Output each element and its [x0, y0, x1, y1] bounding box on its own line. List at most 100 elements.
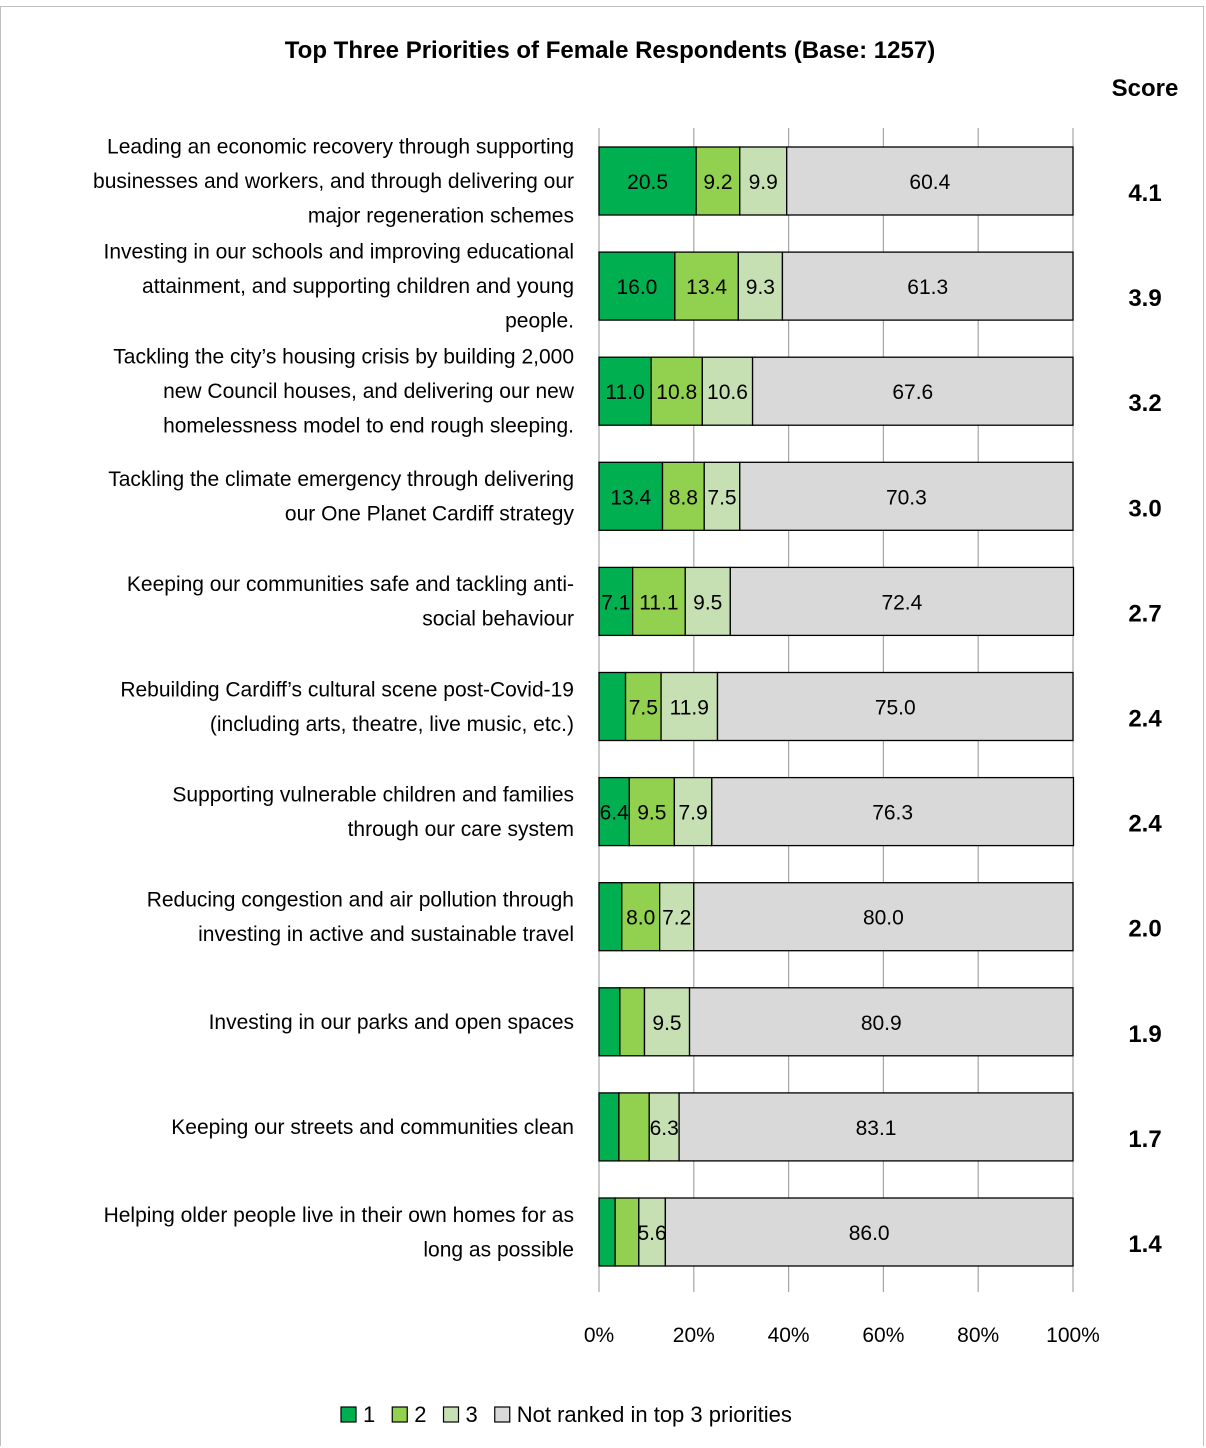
bar-segment: [729, 566, 1075, 637]
bar-segment: [598, 1092, 620, 1162]
scores: 4.1 3.9 3.2 3.0 2.7 2.4 2.4 2.0 1.9 1.7 1.4: [1128, 180, 1162, 1258]
bar-segment: [684, 566, 731, 637]
data-label: 9.5: [652, 1012, 681, 1035]
data-label: 13.4: [610, 486, 651, 509]
x-tick-label: 40%: [768, 1324, 810, 1347]
bar-segment: [781, 251, 1074, 321]
data-label: 75.0: [875, 697, 916, 720]
legend-label: Not ranked in top 3 priorities: [517, 1402, 792, 1427]
score-value: 2.4: [1128, 811, 1162, 838]
bar-segment: [693, 882, 1074, 952]
legend-swatch: [340, 1406, 357, 1423]
data-label: 7.2: [662, 907, 691, 930]
chart-frame: [0, 6, 1204, 1446]
score-value: 3.0: [1128, 495, 1161, 522]
x-tick-label: 0%: [584, 1324, 614, 1347]
bar-segment: [664, 1197, 1074, 1267]
data-label: 13.4: [686, 276, 727, 299]
legend-swatch: [494, 1406, 511, 1423]
data-label: 61.3: [907, 276, 948, 299]
score-value: 3.2: [1128, 390, 1161, 417]
x-tick-label: 60%: [862, 1324, 904, 1347]
data-label: 86.0: [849, 1222, 890, 1245]
bar-segment: [711, 776, 1075, 847]
bar-segment: [660, 671, 719, 742]
category-label: major regeneration schemes: [308, 205, 574, 228]
bar-segment: [716, 671, 1074, 742]
score-value: 2.7: [1128, 600, 1161, 627]
category-label: Tackling the climate emergency through d…: [108, 468, 574, 491]
data-label: 9.3: [746, 276, 775, 299]
bar-segment: [739, 461, 1074, 531]
data-label: 6.3: [650, 1117, 679, 1140]
category-label: Helping older people live in their own h…: [104, 1204, 574, 1227]
data-label: 80.0: [863, 907, 904, 930]
bar-segment: [621, 882, 661, 952]
bar-segment: [751, 356, 1074, 426]
data-label: 11.9: [670, 697, 709, 720]
legend-label: 1: [363, 1402, 375, 1427]
legend-label: 2: [414, 1402, 426, 1427]
score-value: 3.9: [1128, 285, 1161, 312]
score-value: 1.9: [1128, 1021, 1161, 1048]
category-label: people.: [505, 310, 574, 333]
data-label: 76.3: [872, 802, 913, 825]
bar-segment: [598, 987, 621, 1057]
data-label: 7.9: [678, 802, 707, 825]
data-label: 7.1: [601, 591, 630, 614]
chart-title: Top Three Priorities of Female Responden…: [285, 37, 935, 64]
bar-segment: [598, 776, 630, 847]
bar-segment: [659, 882, 695, 952]
x-axis-ticks: 0% 20% 40% 60% 80% 100%: [584, 1324, 1100, 1347]
bar-segment: [598, 1197, 616, 1267]
category-label: Tackling the city’s housing crisis by bu…: [113, 346, 574, 369]
data-label: 11.1: [639, 591, 678, 614]
category-label: Keeping our streets and communities clea…: [171, 1116, 574, 1139]
bar-segment: [598, 461, 664, 531]
category-label: new Council houses, and delivering our n…: [163, 380, 575, 403]
category-label: Reducing congestion and air pollution th…: [147, 888, 574, 911]
category-labels: Leading an economic recovery through sup…: [93, 136, 575, 1262]
data-label: 6.4: [600, 802, 630, 825]
category-label: (including arts, theatre, live music, et…: [210, 713, 574, 736]
bar-segment: [739, 146, 788, 216]
data-label: 10.8: [656, 381, 697, 404]
bar-segment: [598, 566, 634, 637]
category-label: Leading an economic recovery through sup…: [107, 136, 574, 159]
bar-segment: [619, 987, 646, 1057]
category-label: homelessness model to end rough sleeping…: [163, 415, 574, 438]
data-label: 9.5: [693, 591, 722, 614]
category-label: social behaviour: [422, 608, 574, 631]
score-header: Score: [1112, 75, 1179, 102]
score-value: 1.4: [1128, 1231, 1162, 1258]
bar-segment: [678, 1092, 1074, 1162]
bar-segment: [598, 882, 623, 952]
bar-segment: [598, 671, 627, 742]
bar-segment: [661, 461, 705, 531]
bar-segment: [701, 356, 754, 426]
data-label: 10.6: [707, 381, 748, 404]
bar-segment: [598, 146, 697, 216]
x-tick-label: 100%: [1046, 1324, 1100, 1347]
category-label: long as possible: [423, 1238, 574, 1261]
data-label: 80.9: [861, 1012, 902, 1035]
bar-segment: [648, 1092, 680, 1162]
category-label: attainment, and supporting children and …: [142, 275, 574, 298]
bar-segment: [673, 776, 713, 847]
score-value: 2.4: [1128, 706, 1162, 733]
data-label: 5.6: [637, 1222, 666, 1245]
data-label: 83.1: [856, 1117, 897, 1140]
category-label: Keeping our communities safe and tacklin…: [127, 573, 574, 596]
data-label: 72.4: [881, 591, 922, 614]
bar-segment: [688, 987, 1074, 1057]
data-label: 8.0: [626, 907, 655, 930]
x-tick-label: 80%: [957, 1324, 999, 1347]
data-label: 7.5: [629, 697, 658, 720]
data-label: 9.2: [703, 171, 732, 194]
data-label: 60.4: [909, 171, 950, 194]
category-label: businesses and workers, and through deli…: [93, 170, 574, 193]
x-tick-label: 20%: [673, 1324, 715, 1347]
data-label: 20.5: [627, 171, 668, 194]
bar-segment: [614, 1197, 640, 1267]
